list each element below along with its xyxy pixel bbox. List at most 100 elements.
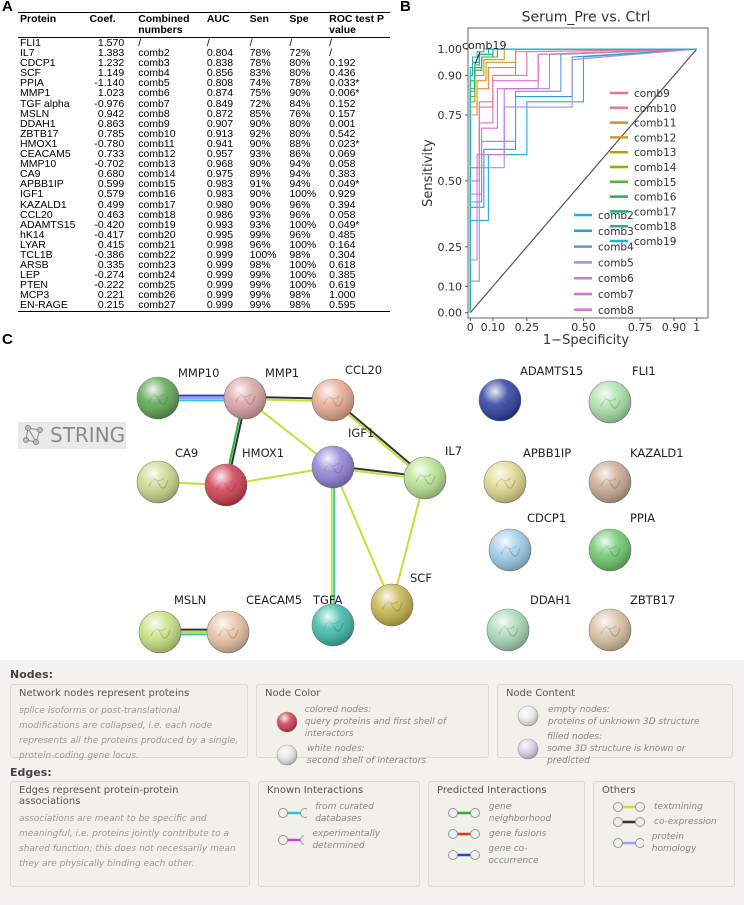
table-cell: 0.599	[97, 178, 125, 191]
table-cell: /	[329, 37, 333, 49]
table-cell: DDAH1	[20, 117, 56, 130]
roc-curve	[469, 48, 697, 313]
node-shine	[312, 604, 354, 646]
legend-item: textmining	[612, 801, 726, 813]
legend-row: Edges represent protein-protein associat…	[10, 781, 735, 887]
item-desc: some 3D structure is known or predicted	[547, 744, 686, 766]
table-cell: -0.420	[94, 218, 125, 231]
node-label: IGF1	[348, 426, 374, 440]
table-cell: -0.274	[94, 269, 125, 282]
table-cell: 99%	[249, 279, 271, 292]
table-row: PTEN -0.222 comb25 0.999 99% 100% 0.619	[18, 279, 390, 292]
table-cell: 0.164	[329, 238, 356, 251]
table-cell: CEACAM5	[20, 148, 71, 161]
legend-label: comb3	[598, 226, 634, 238]
table-cell: 0.680	[97, 168, 125, 181]
node-shine	[205, 464, 247, 506]
legend-label: comb7	[598, 289, 634, 301]
table-cell: 88%	[289, 137, 311, 150]
table-cell: 0.999	[206, 248, 234, 261]
table-cell: 80%	[289, 67, 311, 80]
legend-box: Node Color colored nodes: query proteins a…	[256, 684, 489, 766]
edge	[391, 477, 426, 606]
box-title: Edges represent protein-protein associat…	[19, 785, 179, 807]
table-row: MSLN 0.942 comb8 0.872 85% 76% 0.157	[18, 107, 390, 120]
table-cell: 85%	[249, 107, 271, 120]
legend-icon	[448, 829, 480, 839]
table-cell: MMP10	[20, 158, 57, 171]
table-cell: 75%	[249, 87, 271, 100]
column-header: AUC	[204, 12, 248, 38]
table-cell: 0.856	[206, 67, 234, 80]
icon-node	[448, 850, 458, 860]
table-cell: comb22	[138, 248, 176, 261]
icon-node	[470, 850, 480, 860]
table-cell: 0.157	[329, 107, 356, 120]
item-desc: from curated databases	[315, 802, 374, 824]
table-cell: ZBTB17	[20, 127, 59, 140]
legend-box: Known Interactions from curated databases…	[258, 781, 420, 887]
table-cell: IGF1	[20, 188, 44, 201]
roc-curve	[469, 48, 697, 313]
table-cell: 0.058	[329, 158, 356, 171]
table-cell: 0.999	[204, 300, 248, 312]
legend-item: co-expression	[612, 816, 726, 828]
legend-label: comb13	[634, 147, 676, 159]
table-cell: comb18	[138, 208, 176, 221]
item-desc: gene fusions	[489, 829, 547, 839]
table-cell: 0.999	[206, 279, 234, 292]
table-cell: 90%	[249, 198, 271, 211]
item-desc: co-expression	[654, 817, 717, 827]
table-cell: LEP	[20, 269, 40, 282]
table-cell: 0.942	[97, 107, 125, 120]
node-label: KAZALD1	[630, 446, 684, 460]
table-cell: FLI1	[20, 37, 42, 49]
table-cell: CA9	[20, 168, 41, 181]
column-header: Spe	[287, 12, 328, 38]
item-desc: gene co-occurrence	[488, 844, 539, 866]
table-cell: /	[329, 47, 333, 60]
table-row: PPIA -1.140 comb5 0.808 74% 78% 0.033*	[18, 77, 390, 90]
table-cell: EN-RAGE	[18, 300, 88, 312]
legend-item: empty nodes: proteins of unknown 3D struc…	[516, 704, 724, 728]
table-cell: 89%	[249, 168, 271, 181]
table-cell: 92%	[249, 127, 271, 140]
item-desc: experimentally determined	[312, 829, 381, 851]
node-label: CEACAM5	[246, 593, 302, 607]
table-cell: SCF	[20, 67, 41, 80]
icon-node	[635, 838, 644, 848]
table-cell: 72%	[289, 47, 311, 60]
node-label: CCL20	[345, 363, 382, 377]
table-cell: 0.986	[206, 208, 234, 221]
table-cell: 94%	[289, 158, 311, 171]
node-label: PPIA	[630, 511, 655, 525]
table-cell: comb5	[138, 77, 170, 90]
icon-node	[448, 829, 458, 839]
table-cell: comb23	[138, 259, 176, 272]
node-label: SCF	[410, 571, 432, 585]
box-title: Node Content	[506, 688, 576, 699]
table-cell: 98%	[287, 300, 328, 312]
table-cell: 96%	[289, 208, 311, 221]
table-cell: 0.394	[329, 198, 356, 211]
icon-node	[278, 835, 288, 845]
table-cell: IL7	[20, 47, 35, 60]
x-tick-label: 0.10	[481, 321, 506, 334]
item-text: co-expression	[654, 816, 717, 828]
table-cell: 0.785	[97, 127, 125, 140]
table-cell: 0.998	[206, 238, 234, 251]
table-cell: 93%	[249, 208, 271, 221]
icon-shine	[518, 706, 538, 726]
table-cell: 0.215	[87, 300, 137, 312]
table-cell: /	[289, 37, 293, 49]
box-title: Known Interactions	[267, 785, 364, 796]
table-cell: 80%	[289, 57, 311, 70]
icon-shine	[277, 745, 297, 765]
table-cell: 90%	[249, 158, 271, 171]
table-cell: -0.976	[94, 97, 125, 110]
legend-box: Predicted Interactions gene neighborhood g…	[428, 781, 585, 887]
node-label: FLI1	[632, 364, 656, 378]
table-cell: comb8	[138, 107, 170, 120]
table-row: LYAR 0.415 comb21 0.998 96% 100% 0.164	[18, 238, 390, 251]
table-cell: 1.232	[97, 57, 125, 70]
